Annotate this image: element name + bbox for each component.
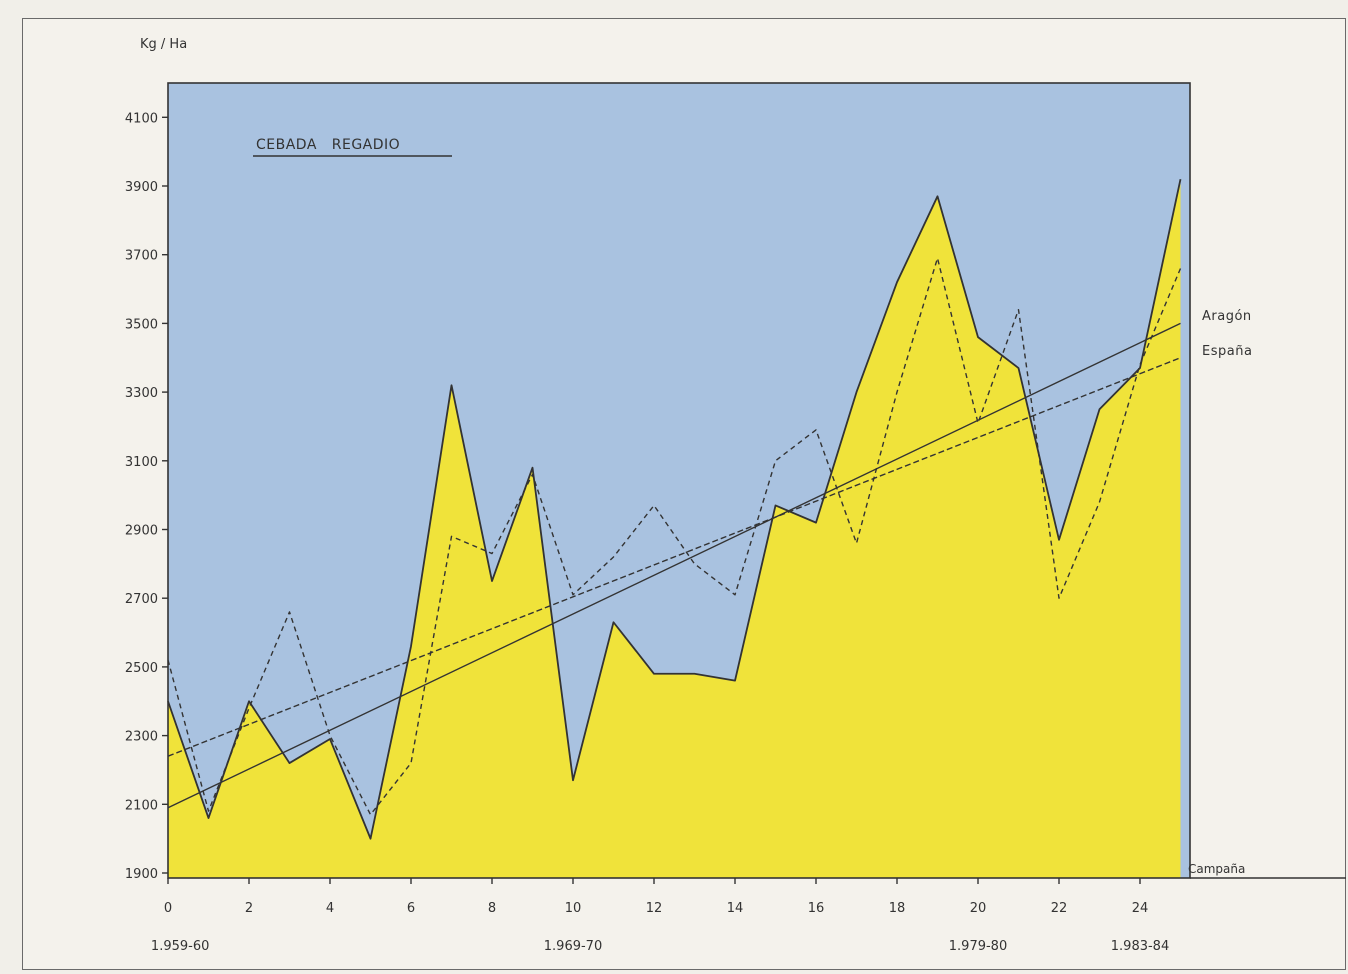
x-tick-label: 18 <box>889 901 906 916</box>
y-tick-label: 2300 <box>125 730 158 745</box>
period-label: 1.979-80 <box>949 939 1007 954</box>
x-axis-label: Campaña <box>1188 862 1245 876</box>
lines-layer <box>167 178 1182 840</box>
y-tick-label: 1900 <box>125 867 158 882</box>
x-tick-label: 6 <box>407 901 415 916</box>
legend-aragon: Aragón <box>1202 309 1252 324</box>
chart-title: CEBADA REGADIO <box>256 137 400 153</box>
y-tick-label: 3300 <box>125 386 158 401</box>
plot-border <box>167 82 1191 879</box>
x-tick-label: 14 <box>727 901 744 916</box>
x-tick-label: 0 <box>164 901 172 916</box>
trendline-espana <box>167 357 1181 757</box>
x-tick-label: 8 <box>488 901 496 916</box>
y-tick-label: 4100 <box>125 111 158 126</box>
x-tick-label: 2 <box>245 901 253 916</box>
trendline-aragon <box>167 322 1181 809</box>
x-tick-label: 22 <box>1051 901 1068 916</box>
y-tick-label: 2500 <box>125 661 158 676</box>
axes-layer: 1900210023002500270029003100330035003700… <box>125 111 1169 954</box>
x-tick-label: 4 <box>326 901 334 916</box>
legend-espana: España <box>1202 344 1252 359</box>
x-tick-label: 16 <box>808 901 825 916</box>
y-tick-label: 2100 <box>125 798 158 813</box>
y-axis-label: Kg / Ha <box>140 37 187 52</box>
period-label: 1.969-70 <box>544 939 602 954</box>
y-tick-label: 2700 <box>125 592 158 607</box>
series-line-aragon <box>167 178 1182 840</box>
y-tick-label: 3500 <box>125 317 158 332</box>
y-tick-label: 3700 <box>125 249 158 264</box>
period-label: 1.983-84 <box>1111 939 1169 954</box>
y-tick-label: 2900 <box>125 524 158 539</box>
x-tick-label: 10 <box>565 901 582 916</box>
period-label: 1.959-60 <box>151 939 209 954</box>
x-tick-label: 20 <box>970 901 987 916</box>
x-tick-label: 12 <box>646 901 663 916</box>
area-aragon <box>168 179 1181 878</box>
y-tick-label: 3100 <box>125 455 158 470</box>
series-line-espana <box>167 257 1182 816</box>
y-tick-label: 3900 <box>125 180 158 195</box>
area-layer <box>168 179 1181 878</box>
x-tick-label: 24 <box>1132 901 1149 916</box>
